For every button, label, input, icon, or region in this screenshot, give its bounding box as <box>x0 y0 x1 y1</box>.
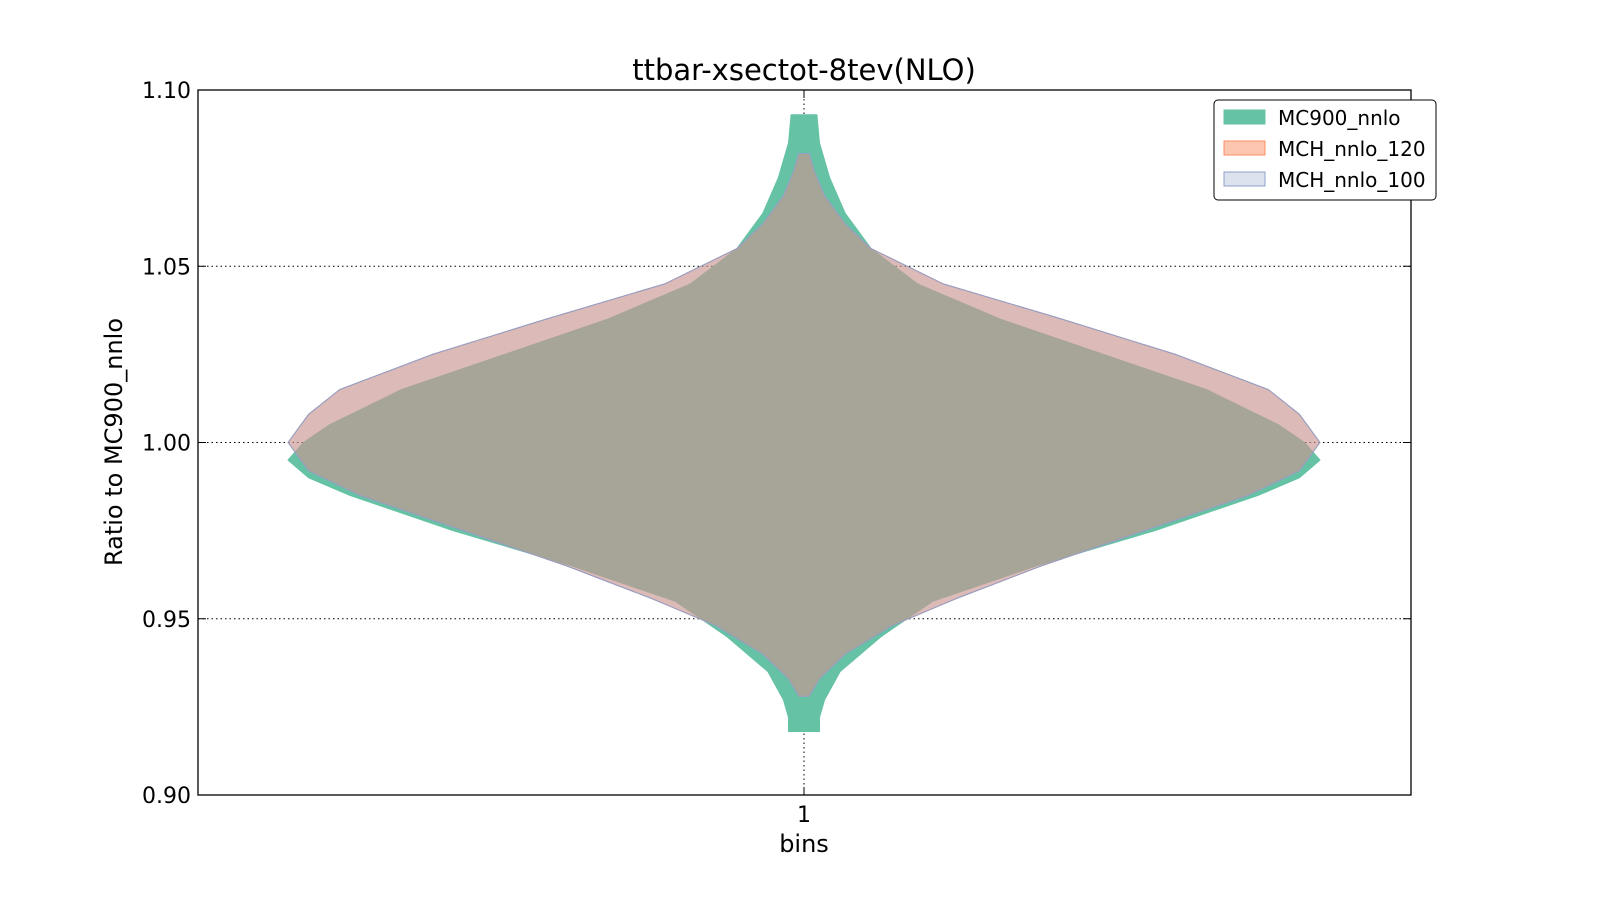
y-tick-label-2: 1.00 <box>142 432 191 457</box>
violin-mch-nnlo-100 <box>287 153 1321 697</box>
legend-swatch-mch-nnlo-120 <box>1223 140 1266 156</box>
legend: MC900_nnlo MCH_nnlo_120 MCH_nnlo_100 <box>1213 99 1437 201</box>
legend-label-mc900-nnlo: MC900_nnlo <box>1278 106 1401 130</box>
x-axis-label: bins <box>779 830 829 858</box>
legend-swatch-mc900-nnlo <box>1223 109 1266 125</box>
x-axis-ticks: 1 <box>797 90 811 828</box>
y-axis-ticks: 0.90 0.95 1.00 1.05 1.10 <box>142 79 1411 809</box>
y-tick-label-3: 1.05 <box>142 255 191 280</box>
y-tick-label-4: 1.10 <box>142 79 191 104</box>
y-tick-label-1: 0.95 <box>142 608 191 633</box>
violin-series <box>287 114 1321 732</box>
x-tick-label-0: 1 <box>797 803 811 828</box>
legend-label-mch-nnlo-120: MCH_nnlo_120 <box>1278 137 1426 161</box>
legend-label-mch-nnlo-100: MCH_nnlo_100 <box>1278 168 1426 192</box>
legend-swatch-mch-nnlo-100 <box>1223 171 1266 187</box>
legend-box <box>1213 99 1437 201</box>
y-tick-label-0: 0.90 <box>142 784 191 809</box>
chart-title: ttbar-xsectot-8tev(NLO) <box>632 53 976 87</box>
y-axis-label: Ratio to MC900_nnlo <box>100 318 128 566</box>
